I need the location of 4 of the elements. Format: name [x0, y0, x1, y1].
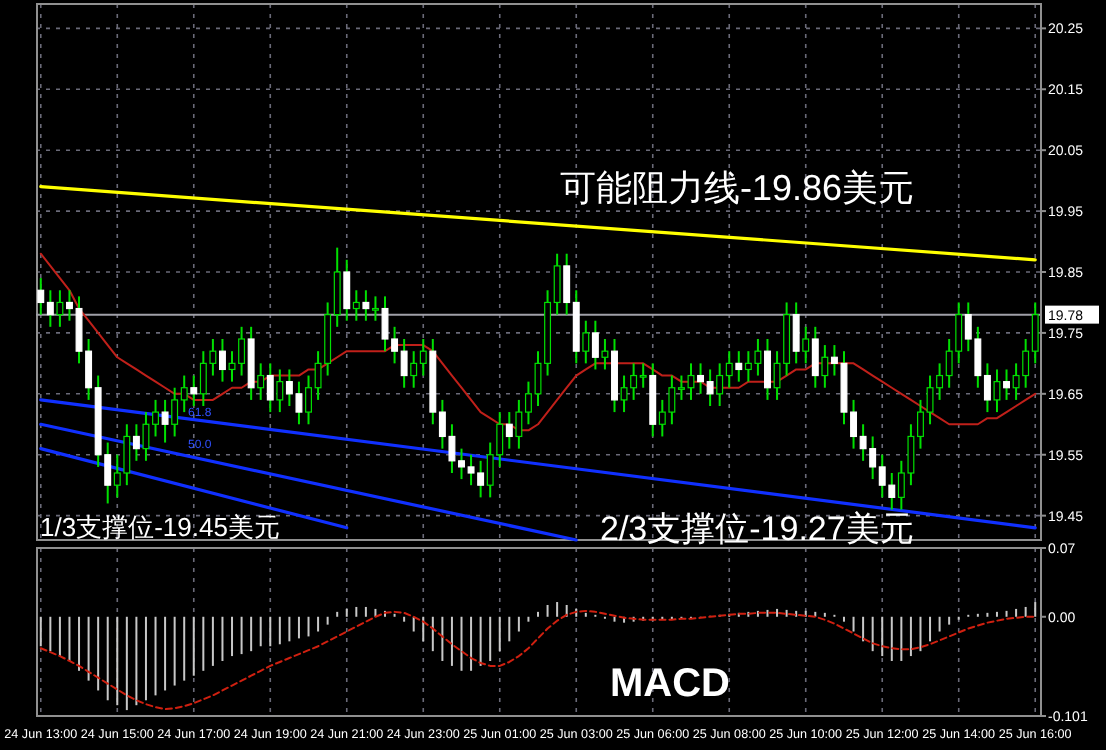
annotation: 可能阻力线-19.86美元: [560, 168, 915, 208]
annotation: 1/3支撑位-19.45美元: [40, 512, 280, 542]
annotation: 2/3支撑位-19.27美元: [600, 510, 914, 548]
text: MACD: [610, 662, 730, 706]
